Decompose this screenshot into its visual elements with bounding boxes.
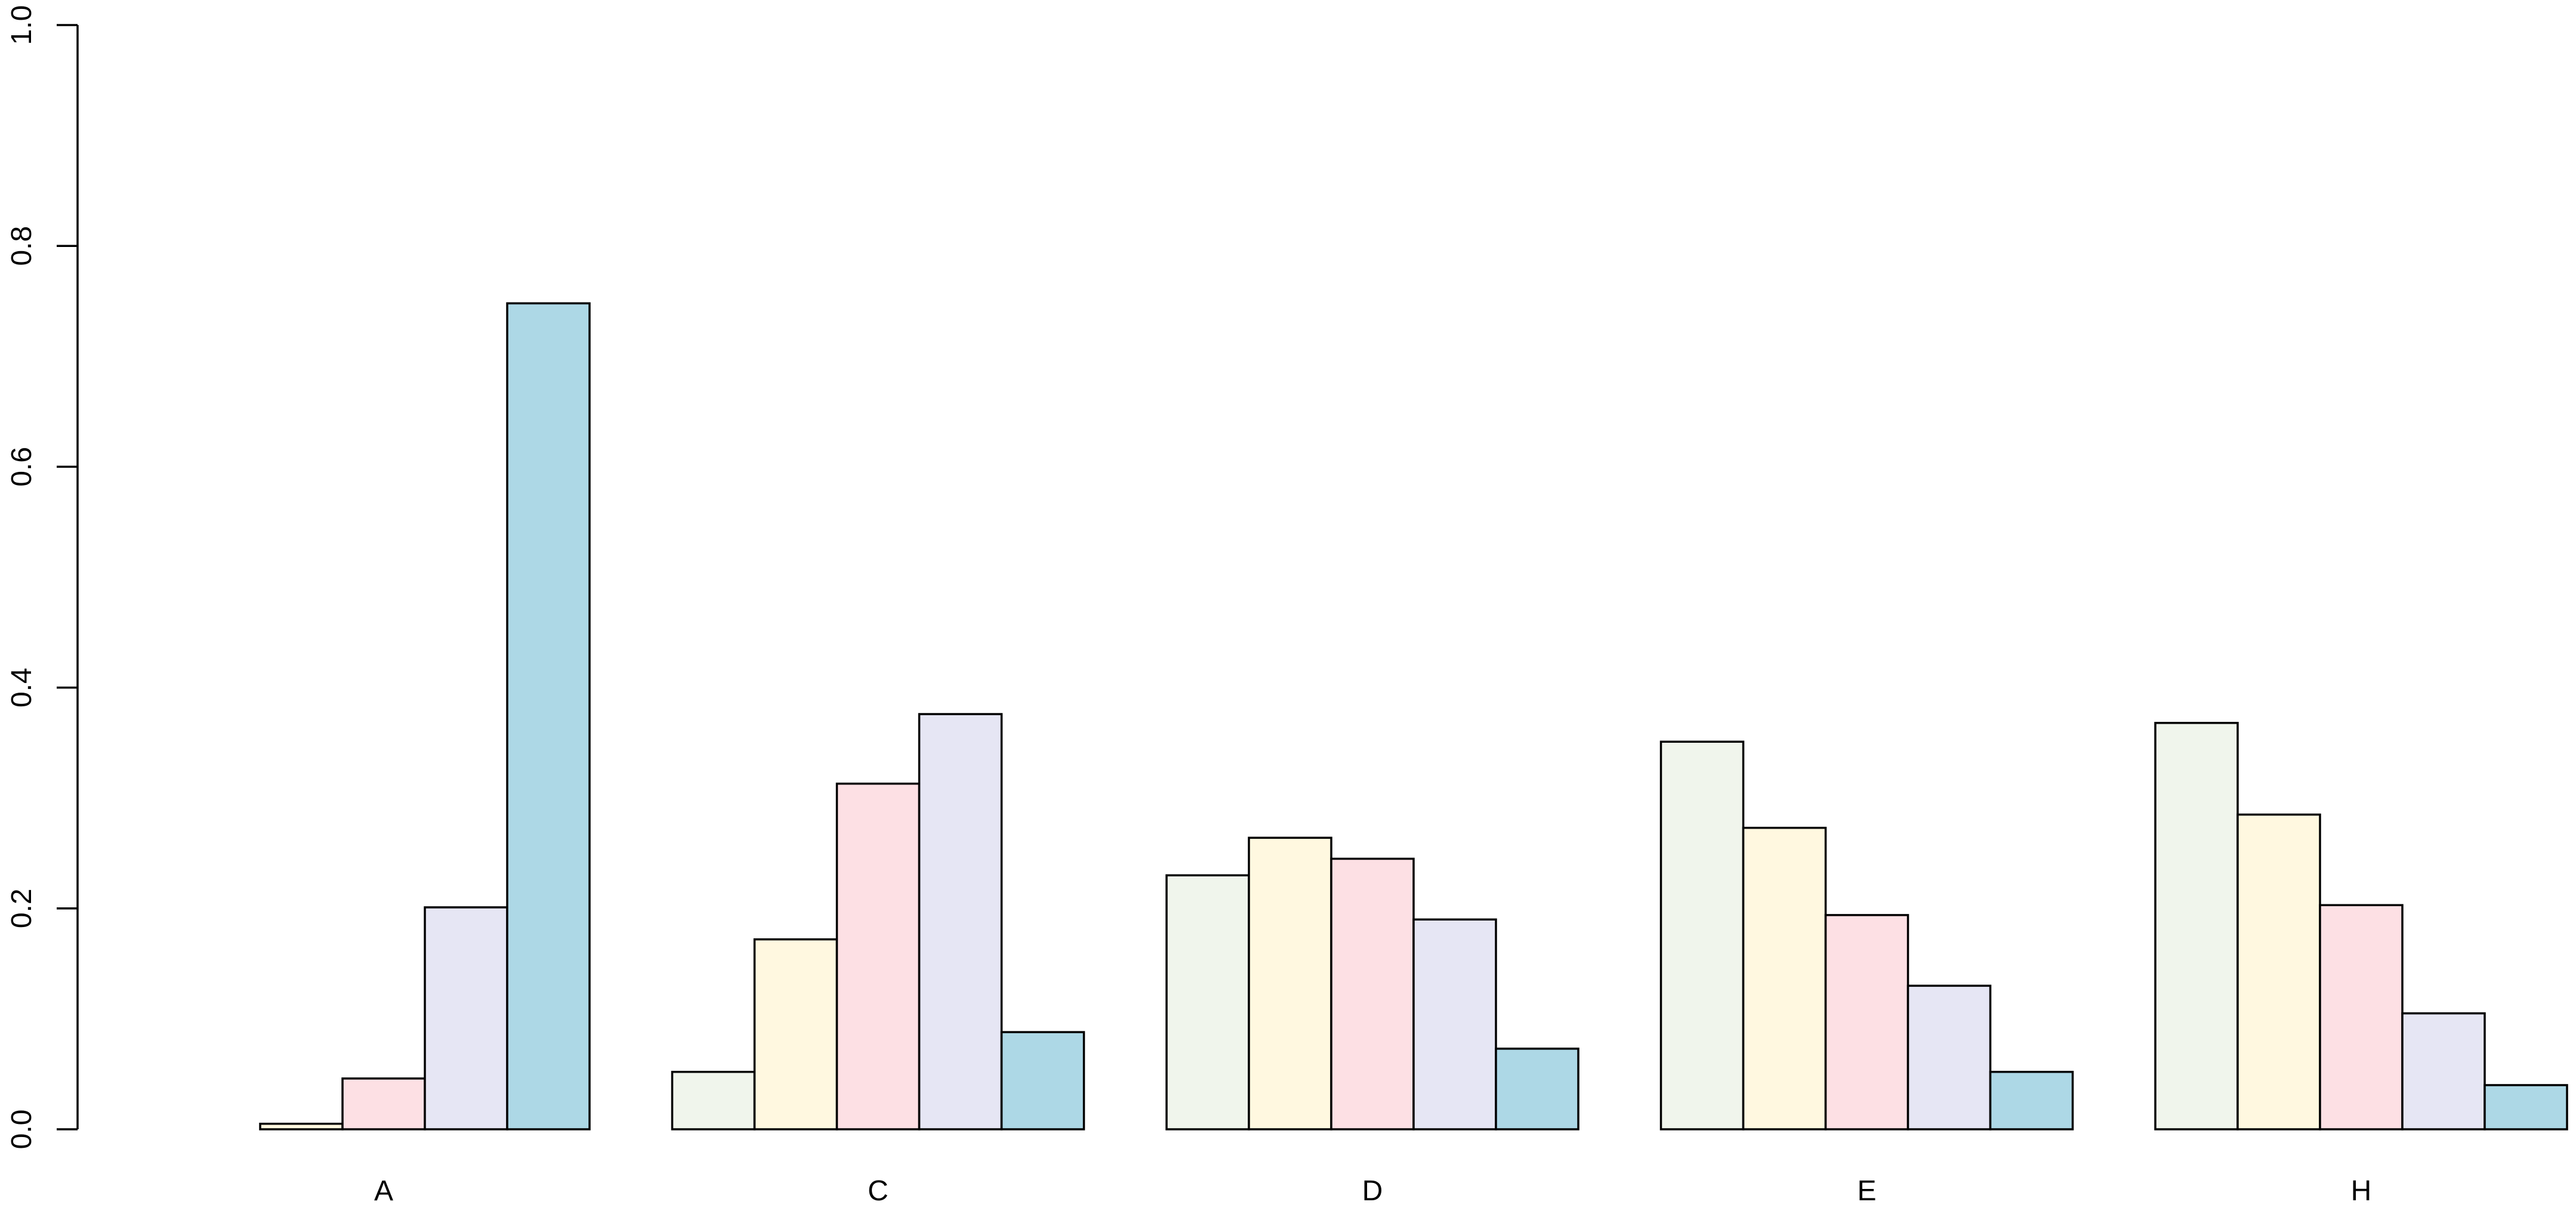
bar bbox=[2236, 813, 2321, 1130]
bar bbox=[424, 906, 508, 1130]
bar bbox=[1659, 740, 1745, 1130]
bar bbox=[2484, 1084, 2568, 1130]
y-tick-label: 0.8 bbox=[6, 226, 38, 266]
bar bbox=[1906, 984, 1992, 1130]
y-tick-label: 1.0 bbox=[6, 5, 38, 45]
bar bbox=[259, 1122, 344, 1130]
bar bbox=[2401, 1012, 2486, 1130]
bar bbox=[835, 782, 921, 1130]
bar bbox=[1248, 836, 1332, 1130]
y-tick-label: 0.4 bbox=[6, 668, 38, 708]
x-tick-label: C bbox=[868, 1175, 889, 1207]
bar bbox=[341, 1077, 426, 1130]
bar bbox=[2154, 722, 2239, 1130]
bar-group-d bbox=[1165, 836, 1579, 1130]
bar bbox=[2319, 904, 2404, 1130]
bar bbox=[1330, 857, 1415, 1130]
x-tick-label: H bbox=[2351, 1175, 2372, 1207]
bar bbox=[753, 938, 838, 1130]
x-tick-label: E bbox=[1857, 1175, 1876, 1207]
bar bbox=[1000, 1031, 1085, 1130]
y-tick-label: 0.0 bbox=[6, 1110, 38, 1150]
x-tick-label: A bbox=[374, 1175, 393, 1207]
y-axis: 0.0 0.2 0.4 0.6 0.8 1.0 bbox=[6, 5, 79, 1150]
bar bbox=[1824, 914, 1909, 1130]
x-tick-label: D bbox=[1362, 1175, 1383, 1207]
bar bbox=[1165, 874, 1250, 1130]
bar bbox=[1742, 826, 1827, 1130]
y-tick-label: 0.6 bbox=[6, 447, 38, 487]
bar-group-h bbox=[2154, 722, 2568, 1130]
bar-group-c bbox=[671, 713, 1085, 1130]
y-tick-label: 0.2 bbox=[6, 888, 38, 928]
bar bbox=[671, 1070, 756, 1130]
bar-group-e bbox=[1659, 740, 2074, 1130]
bar bbox=[506, 302, 591, 1130]
bar bbox=[918, 713, 1003, 1130]
bar bbox=[1495, 1048, 1579, 1130]
bar-group-a bbox=[259, 302, 591, 1130]
bar bbox=[1412, 918, 1497, 1130]
bar bbox=[1989, 1070, 2074, 1130]
bars bbox=[259, 302, 2568, 1130]
